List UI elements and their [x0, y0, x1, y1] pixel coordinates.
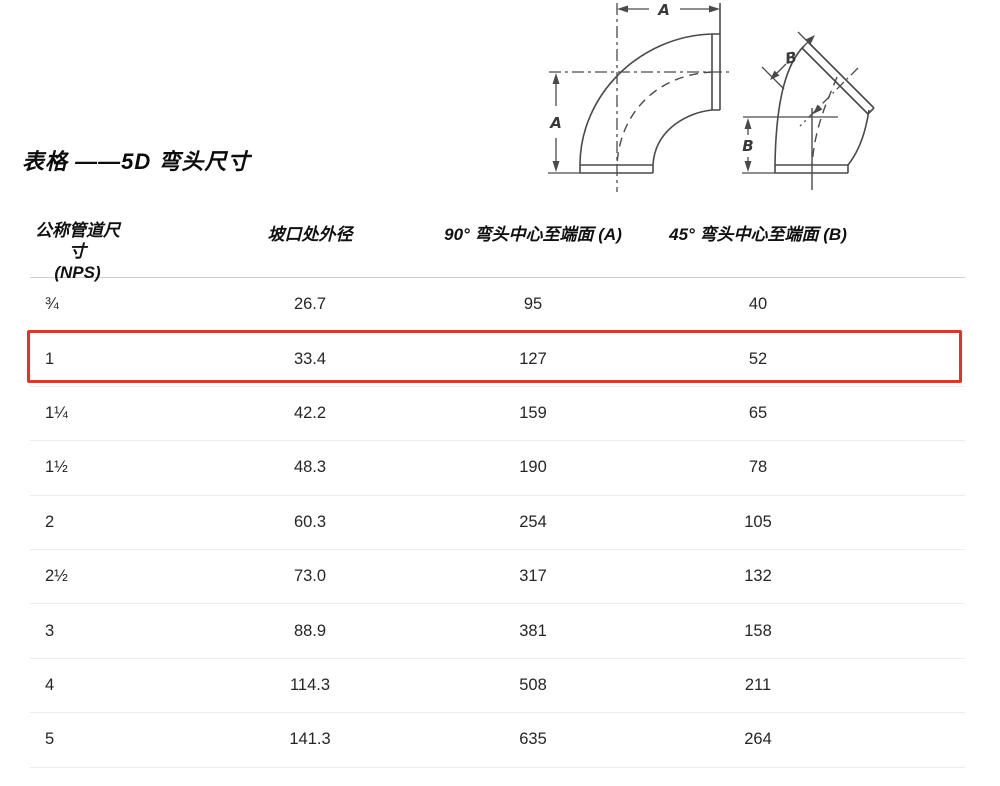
cell-nps: ¾	[45, 295, 59, 314]
table-row: 2½ 73.0 317 132	[30, 550, 965, 605]
cell-od: 42.2	[293, 403, 327, 422]
cell-nps: 2	[45, 512, 55, 531]
cell-od: 60.3	[293, 512, 327, 531]
cell-45deg-b: 132	[744, 567, 772, 586]
cell-45deg-b: 78	[748, 458, 768, 477]
cell-45deg-b: 65	[748, 403, 768, 422]
cell-45deg-b: 211	[744, 675, 772, 694]
elbow45-outer-arc	[774, 45, 805, 166]
table-row: 2 60.3 254 105	[30, 496, 965, 550]
cell-od: 33.4	[293, 349, 327, 368]
cell-90deg-a: 159	[519, 403, 547, 422]
cell-nps: 5	[45, 730, 55, 749]
cell-45deg-b: 105	[744, 512, 772, 531]
arrowhead-left-icon	[617, 5, 628, 13]
cell-90deg-a: 508	[519, 675, 547, 694]
cell-nps: 3	[45, 621, 55, 640]
cell-90deg-a: 381	[519, 621, 547, 640]
elbow90-inner-arc	[652, 109, 713, 166]
elbow-diagrams: A A	[540, 0, 1000, 200]
elbow90-outer-arc	[579, 33, 713, 166]
cell-45deg-b: 264	[744, 730, 772, 749]
cell-45deg-b: 40	[748, 295, 768, 314]
cell-od: 73.0	[293, 567, 327, 586]
cell-od: 114.3	[289, 675, 331, 694]
elbow-diagrams-svg: A A	[548, 1, 875, 192]
cell-45deg-b: 52	[748, 349, 768, 368]
elbow-45-diagram	[742, 31, 875, 190]
elbow45-angled-face	[801, 41, 875, 115]
table-row: 1¼ 42.2 159 65	[30, 387, 965, 442]
cell-90deg-a: 635	[519, 730, 547, 749]
arrowhead-upright-icon	[805, 35, 815, 45]
cell-od: 48.3	[293, 458, 327, 477]
cell-nps: 1½	[45, 458, 68, 477]
cell-od: 26.7	[293, 295, 327, 314]
elbow45-inner-arc	[847, 109, 870, 166]
axis-arrowhead-icon	[813, 104, 823, 114]
table-row: 3 88.9 381 158	[30, 604, 965, 659]
arrowhead-right-icon	[709, 5, 720, 13]
cell-90deg-a: 95	[523, 295, 543, 314]
arrowhead-down-icon	[552, 161, 560, 172]
table-row: ¾ 26.7 95 40	[30, 278, 965, 333]
arrowhead-up-icon	[744, 118, 752, 129]
arrowhead-up-icon	[552, 73, 560, 84]
table-row: 1 33.4 127 52	[30, 332, 965, 387]
cell-90deg-a: 127	[519, 349, 547, 368]
table-header-row: 公称管道尺寸 (NPS) 坡口处外径 90° 弯头中心至端面 (A) 45° 弯…	[30, 218, 965, 282]
cell-90deg-a: 317	[519, 567, 547, 586]
elbow90-hidden-arc	[616, 71, 714, 166]
cell-nps: 4	[45, 675, 55, 694]
table-row: 5 141.3 635 264	[30, 713, 965, 768]
header-nps-line2: (NPS)	[54, 263, 101, 282]
header-nps-line1: 公称管道尺寸	[35, 221, 120, 261]
cell-nps: 1	[45, 349, 55, 368]
table-title: 表格 ——5D 弯头尺寸	[22, 149, 251, 174]
cell-od: 88.9	[293, 621, 327, 640]
cell-45deg-b: 158	[744, 621, 772, 640]
cell-nps: 2½	[45, 567, 68, 586]
dimensions-table: 公称管道尺寸 (NPS) 坡口处外径 90° 弯头中心至端面 (A) 45° 弯…	[30, 218, 965, 768]
cell-od: 141.3	[289, 730, 331, 749]
dim-extension-ticks	[761, 31, 817, 90]
dim-label-b-diagonal: B	[784, 48, 798, 68]
table-row: 4 114.3 508 211	[30, 659, 965, 714]
table-body: ¾ 26.7 95 40 1 33.4 127 52 1¼ 42.2 159 6…	[30, 278, 965, 768]
cell-90deg-a: 190	[519, 458, 547, 477]
header-nps: 公称管道尺寸 (NPS)	[30, 218, 125, 283]
header-45deg-center-to-end: 45° 弯头中心至端面 (B)	[669, 225, 847, 244]
header-od-at-bevel: 坡口处外径	[267, 225, 353, 244]
arrowhead-down-icon	[744, 161, 752, 172]
dim-label-a-left: A	[549, 114, 562, 132]
dim-label-b-left: B	[742, 137, 753, 155]
header-90deg-center-to-end: 90° 弯头中心至端面 (A)	[444, 225, 622, 244]
table-row: 1½ 48.3 190 78	[30, 441, 965, 496]
elbow45-hidden-arc	[811, 76, 838, 166]
cell-nps: 1¼	[45, 403, 68, 422]
elbow90-right-face	[711, 3, 721, 111]
elbow90-bottom-face	[579, 164, 654, 174]
dim-label-a-top: A	[657, 1, 670, 19]
elbow-90-diagram	[548, 3, 731, 192]
cell-90deg-a: 254	[519, 512, 547, 531]
